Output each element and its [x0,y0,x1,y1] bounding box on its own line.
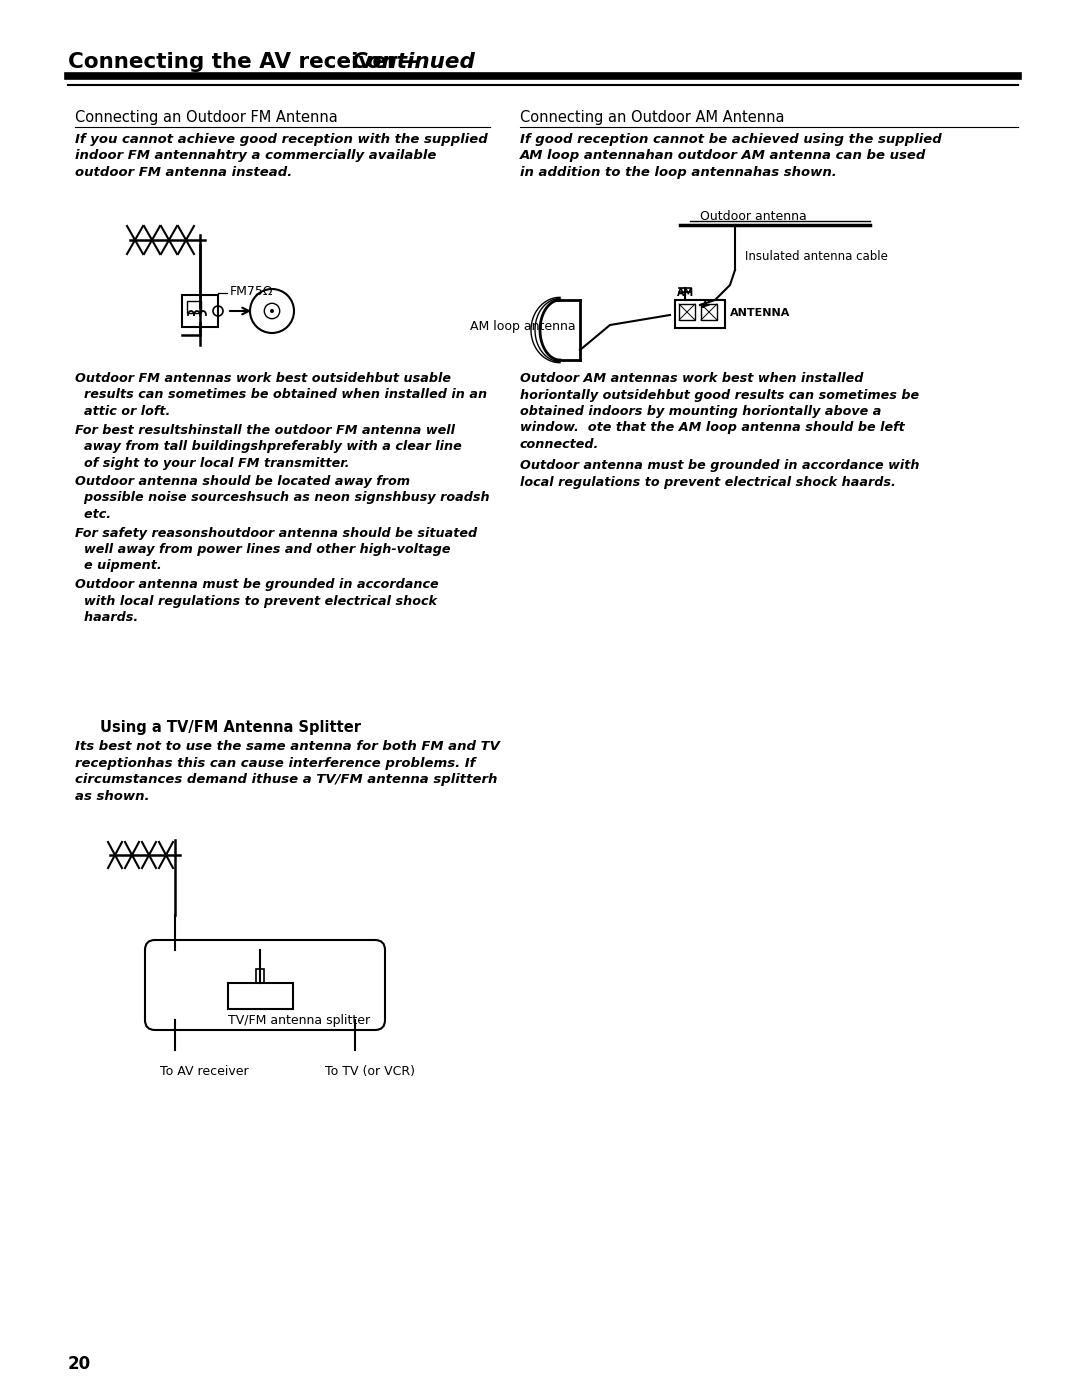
Circle shape [270,309,274,313]
Text: 20: 20 [68,1355,91,1373]
Text: Outdoor AM antennas work best when installed
horiontally outsidehbut good result: Outdoor AM antennas work best when insta… [519,372,919,451]
Text: AM: AM [677,288,694,298]
Text: For best resultshinstall the outdoor FM antenna well
  away from tall buildingsh: For best resultshinstall the outdoor FM … [75,423,462,469]
Text: Connecting an Outdoor FM Antenna: Connecting an Outdoor FM Antenna [75,110,338,124]
Text: ANTENNA: ANTENNA [730,307,791,319]
Text: To AV receiver: To AV receiver [160,1065,248,1078]
Bar [187,300,201,313]
Text: If you cannot achieve good reception with the supplied
indoor FM antennahtry a c: If you cannot achieve good reception wit… [75,133,488,179]
Text: Using a TV/FM Antenna Splitter: Using a TV/FM Antenna Splitter [100,719,361,735]
Bar [228,983,293,1009]
Text: Connecting an Outdoor AM Antenna: Connecting an Outdoor AM Antenna [519,110,784,124]
Text: Insulated antenna cable: Insulated antenna cable [745,250,888,263]
Text: Outdoor antenna: Outdoor antenna [700,210,807,224]
Text: FM75Ω: FM75Ω [230,285,273,298]
Bar [183,295,218,327]
Bar [675,300,725,328]
Text: Its best not to use the same antenna for both FM and TV
receptionhas this can ca: Its best not to use the same antenna for… [75,740,500,802]
Text: Outdoor FM antennas work best outsidehbut usable
  results can sometimes be obta: Outdoor FM antennas work best outsidehbu… [75,372,487,418]
Text: Outdoor antenna should be located away from
  possible noise sourceshsuch as neo: Outdoor antenna should be located away f… [75,475,489,521]
Text: To TV (or VCR): To TV (or VCR) [325,1065,415,1078]
Text: Outdoor antenna must be grounded in accordance with
local regulations to prevent: Outdoor antenna must be grounded in acco… [519,460,919,489]
Text: For safety reasonshoutdoor antenna should be situated
  well away from power lin: For safety reasonshoutdoor antenna shoul… [75,527,477,573]
Text: AM loop antenna: AM loop antenna [470,320,576,332]
Text: Connecting the AV receiver—: Connecting the AV receiver— [68,52,419,73]
Text: Outdoor antenna must be grounded in accordance
  with local regulations to preve: Outdoor antenna must be grounded in acco… [75,578,438,624]
Bar [701,305,717,320]
Text: TV/FM antenna splitter: TV/FM antenna splitter [228,1014,370,1027]
Bar [679,305,696,320]
Bar [256,970,264,983]
Text: Continued: Continued [351,52,475,73]
Text: If good reception cannot be achieved using the supplied
AM loop antennahan outdo: If good reception cannot be achieved usi… [519,133,942,179]
